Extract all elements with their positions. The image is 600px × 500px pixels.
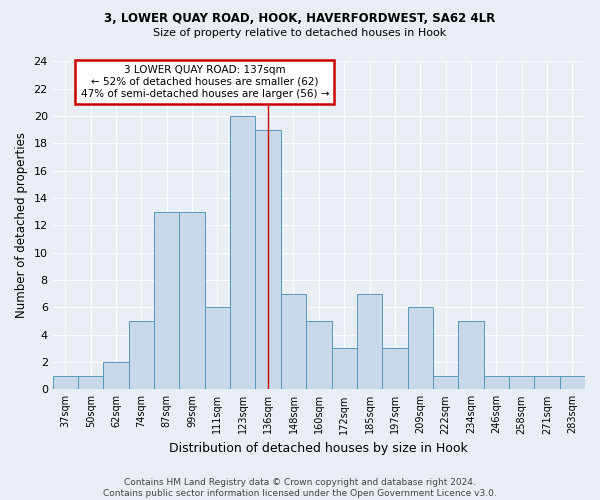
Y-axis label: Number of detached properties: Number of detached properties xyxy=(15,132,28,318)
Bar xyxy=(458,321,484,390)
Text: Size of property relative to detached houses in Hook: Size of property relative to detached ho… xyxy=(154,28,446,38)
Bar xyxy=(78,376,103,390)
Bar xyxy=(256,130,281,390)
Bar xyxy=(357,294,382,390)
Text: 3 LOWER QUAY ROAD: 137sqm
← 52% of detached houses are smaller (62)
47% of semi-: 3 LOWER QUAY ROAD: 137sqm ← 52% of detac… xyxy=(80,66,329,98)
Bar xyxy=(535,376,560,390)
Bar xyxy=(407,308,433,390)
Text: Contains HM Land Registry data © Crown copyright and database right 2024.
Contai: Contains HM Land Registry data © Crown c… xyxy=(103,478,497,498)
Bar xyxy=(281,294,306,390)
Bar xyxy=(484,376,509,390)
X-axis label: Distribution of detached houses by size in Hook: Distribution of detached houses by size … xyxy=(169,442,468,455)
Text: 3, LOWER QUAY ROAD, HOOK, HAVERFORDWEST, SA62 4LR: 3, LOWER QUAY ROAD, HOOK, HAVERFORDWEST,… xyxy=(104,12,496,26)
Bar xyxy=(129,321,154,390)
Bar xyxy=(433,376,458,390)
Bar xyxy=(154,212,179,390)
Bar xyxy=(230,116,256,390)
Bar xyxy=(103,362,129,390)
Bar xyxy=(332,348,357,390)
Bar xyxy=(382,348,407,390)
Bar xyxy=(179,212,205,390)
Bar xyxy=(53,376,78,390)
Bar xyxy=(509,376,535,390)
Bar xyxy=(306,321,332,390)
Bar xyxy=(205,308,230,390)
Bar xyxy=(560,376,585,390)
